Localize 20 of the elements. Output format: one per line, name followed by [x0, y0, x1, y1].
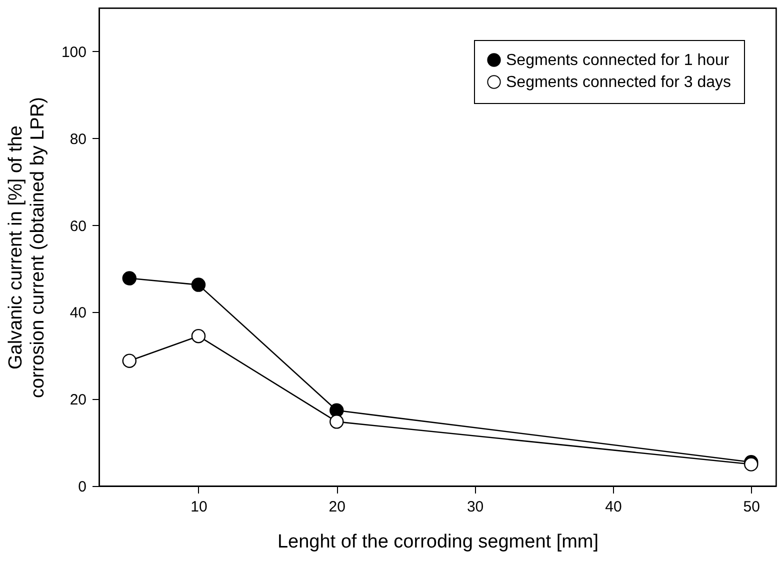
- point: [330, 414, 344, 429]
- point: [191, 328, 206, 344]
- y-tick-label: 100: [61, 44, 86, 61]
- x-tick-label: 50: [743, 498, 760, 516]
- y-tick-label: 80: [70, 130, 86, 148]
- point: [122, 271, 137, 286]
- legend-label: Segments connected for 1 hour: [506, 52, 730, 69]
- x-tick-label: 40: [605, 498, 622, 516]
- y-axis-title: Galvanic current in [%] of the corrosion current (obtained by LPR): [5, 97, 48, 398]
- legend-label: Segments connected for 3 days: [506, 74, 732, 91]
- point: [122, 354, 137, 368]
- point: [191, 278, 206, 292]
- x-axis-title: Lenght of the corroding segment [mm]: [277, 532, 599, 552]
- y-tick-label: 20: [70, 392, 86, 409]
- x-tick-label: 30: [466, 498, 484, 516]
- y-tick-label: 0: [78, 478, 86, 496]
- x-tick-label: 10: [190, 498, 208, 516]
- y-tick-label: 60: [70, 218, 86, 235]
- x-tick-label: 20: [328, 498, 346, 516]
- y-tick-label: 40: [70, 304, 86, 322]
